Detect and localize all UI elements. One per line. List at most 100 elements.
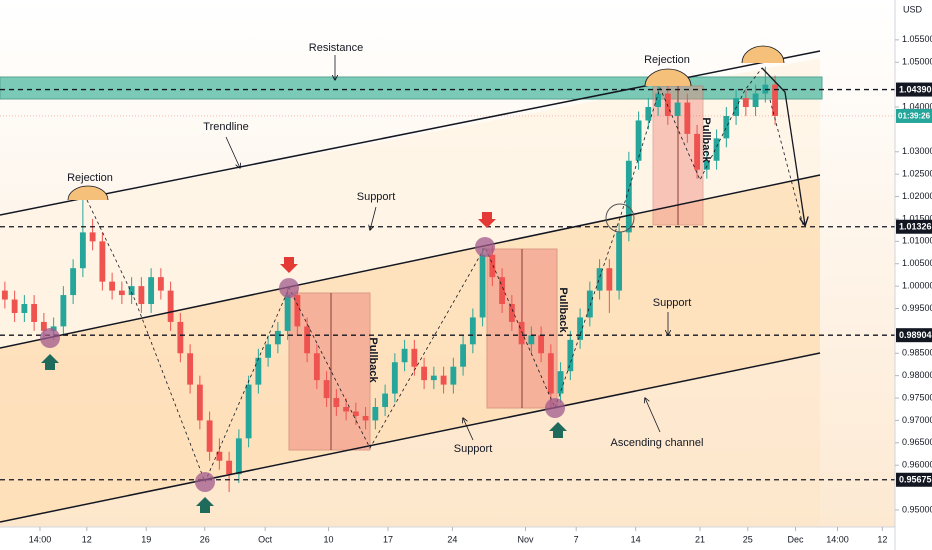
candle-body [235, 438, 242, 475]
candle-body [372, 407, 379, 421]
channel-top [0, 174, 821, 349]
x-tick-label: 17 [383, 534, 393, 544]
candle-body [518, 321, 525, 345]
candle-body [742, 98, 749, 108]
pointer [225, 136, 240, 168]
candle-body [40, 321, 47, 331]
rejection-arc [67, 185, 109, 201]
candle-body [206, 420, 213, 452]
candle-body [343, 407, 350, 412]
candle-body [167, 290, 174, 322]
candle-body [655, 93, 662, 108]
pivot-circle [475, 237, 495, 257]
up-arrow [196, 497, 214, 513]
pivot-circle [279, 278, 299, 298]
candle-body [479, 254, 486, 318]
level-label: 1.01326 [899, 222, 932, 232]
candle-body [557, 371, 564, 394]
candle-body [60, 295, 67, 327]
pointer [370, 206, 377, 230]
candle-body [226, 460, 233, 475]
annotations: Resistance Trendline Rejection Support R… [67, 42, 712, 455]
candle-body [31, 304, 38, 322]
countdown-box [896, 108, 932, 123]
annotation: Pullback [700, 117, 712, 163]
pointer [645, 398, 661, 433]
annotation: Rejection [67, 172, 113, 184]
y-tick-label: 0.96500 [902, 437, 932, 447]
pivot-circle [545, 398, 565, 418]
candle-body [138, 286, 145, 305]
candle-body [382, 393, 389, 408]
candle-body [304, 326, 311, 354]
y-tick-label: 1.05000 [902, 57, 932, 67]
breakout-circle [605, 203, 635, 233]
candle-body [713, 138, 720, 161]
candle-body [772, 84, 779, 116]
candle-body [674, 102, 681, 116]
y-tick-label: 1.01500 [902, 213, 932, 223]
candle-body [460, 344, 467, 367]
y-tick-label: 1.00000 [902, 280, 932, 290]
candle-body [89, 232, 96, 242]
level-label-box [896, 219, 932, 234]
down-arrow [478, 212, 496, 228]
candle-body [21, 304, 28, 313]
y-tick-label: 1.04000 [902, 101, 932, 111]
x-tick-label: 21 [695, 534, 705, 544]
candle-body [245, 384, 252, 439]
candle-body [265, 344, 272, 358]
x-tick-label: 19 [141, 534, 151, 544]
pivot-circle [195, 472, 215, 492]
annotation: Ascending channel [611, 437, 704, 449]
candle-body [577, 317, 584, 340]
channel-bottom [0, 352, 821, 523]
annotation: Rejection [644, 54, 690, 66]
annotation: Support [653, 297, 692, 309]
candle-body [216, 451, 223, 461]
candle-body [411, 348, 418, 367]
level-label: 1.04390 [899, 84, 932, 94]
down-arrow [280, 257, 298, 273]
y-tick-label: 0.95000 [902, 504, 932, 514]
rejection-arc [741, 45, 785, 64]
x-tick-label: 12 [877, 534, 887, 544]
candle-body [586, 290, 593, 318]
candle-body [421, 366, 428, 381]
candle-body [333, 398, 340, 408]
x-tick-label: 14:00 [826, 534, 849, 544]
candle-body [99, 241, 106, 282]
x-tick-label: 14:00 [29, 534, 52, 544]
annotation: Support [454, 443, 493, 455]
currency: USD [903, 4, 923, 14]
level-label: 0.95675 [899, 475, 932, 485]
background [0, 0, 895, 527]
candle-body [255, 357, 262, 385]
candle-body [499, 277, 506, 305]
candle-body [177, 321, 184, 354]
candle-body [528, 335, 535, 345]
y-tick-label: 0.97000 [902, 415, 932, 425]
candle-body [430, 375, 437, 381]
candle-body [664, 93, 671, 116]
annotation: Trendline [203, 121, 248, 133]
candle-body [635, 120, 642, 161]
candle-body [196, 384, 203, 421]
candle-body [352, 411, 359, 416]
x-tick-label: 10 [324, 534, 334, 544]
candle-body [694, 133, 701, 170]
annotation: Support [357, 191, 396, 203]
candle-body [538, 335, 545, 354]
channel-upper-fill [0, 58, 820, 348]
candle-body [401, 348, 408, 363]
candles [0, 66, 895, 493]
candle-body [274, 330, 281, 345]
x-tick-label: Dec [788, 534, 805, 544]
pivot-circle [40, 328, 60, 348]
y-tick-label: 1.02000 [902, 191, 932, 201]
candle-body [596, 268, 603, 291]
x-tick-label: Nov [517, 534, 534, 544]
resistance-zone [0, 76, 823, 100]
candle-body [440, 375, 447, 385]
